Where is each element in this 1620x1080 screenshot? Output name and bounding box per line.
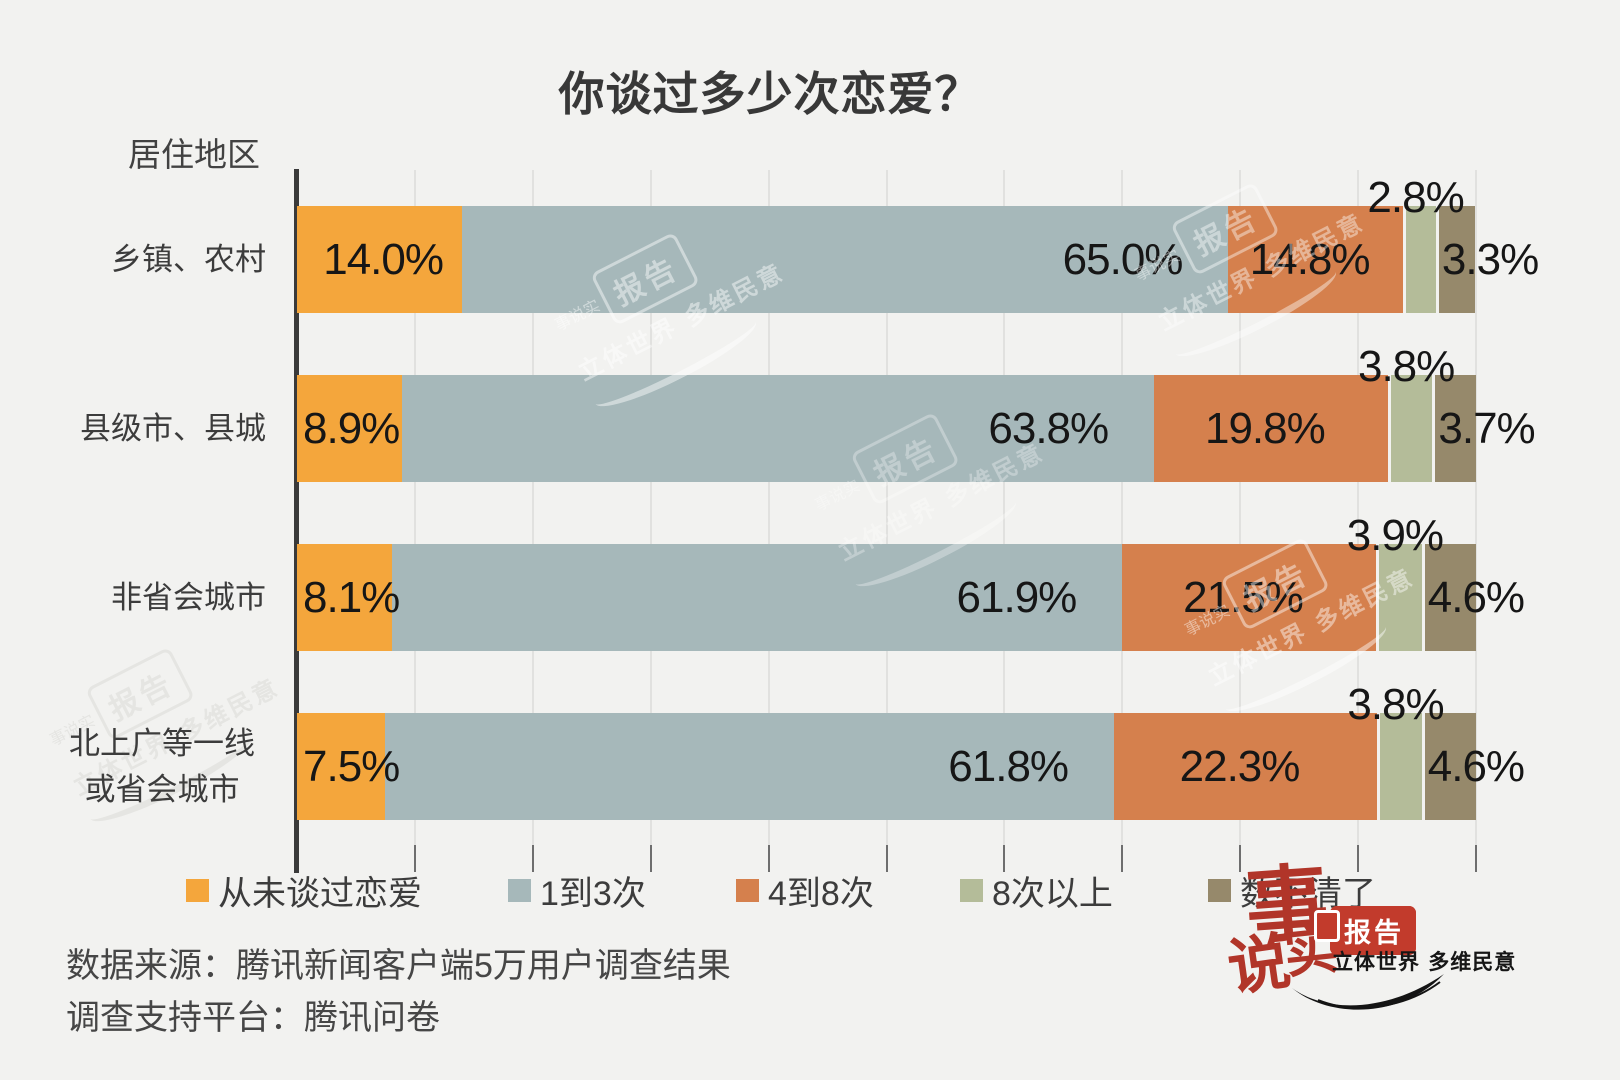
value-label: 63.8%	[988, 403, 1109, 453]
bar-segment-4	[1375, 544, 1422, 651]
value-label: 3.8%	[1347, 680, 1444, 729]
bar-segment-2	[385, 713, 1115, 820]
logo-char-shuo: 说	[1223, 924, 1295, 1005]
bar-segment-2	[392, 544, 1123, 651]
value-label: 14.8%	[1249, 234, 1371, 284]
axis-tick	[885, 845, 888, 872]
bar-segment-5	[1421, 713, 1476, 820]
bar-segment-5	[1421, 544, 1476, 651]
bar-row: 7.5% 61.8% 22.3% 3.8% 4.6%	[297, 683, 1525, 820]
legend-item: 1到3次	[508, 866, 646, 915]
bar-segment-1	[297, 713, 386, 820]
axis-tick	[767, 845, 770, 872]
value-label: 19.8%	[1204, 403, 1326, 453]
bar-segment-3	[1154, 375, 1388, 482]
bar-segment-3	[1114, 713, 1377, 820]
source-line-2: 调查支持平台：腾讯问卷	[66, 999, 440, 1037]
legend-item: 从未谈过恋爱	[186, 866, 422, 915]
gridline	[1357, 170, 1360, 845]
legend-item: 数不清了	[1208, 866, 1376, 915]
legend-item: 8次以上	[960, 866, 1113, 915]
brush-swoosh-icon	[1292, 974, 1444, 1010]
logo-char-shi2: 实	[1280, 916, 1342, 986]
bar-segment-1	[297, 375, 402, 482]
gridline	[1121, 170, 1124, 845]
bar-segment-4	[1387, 375, 1433, 482]
gridline	[1003, 170, 1006, 845]
bar-segment-3	[1122, 544, 1376, 651]
bar-segment-2	[462, 206, 1229, 313]
bar-segment-2	[401, 375, 1155, 482]
legend-label: 从未谈过恋爱	[218, 875, 422, 913]
logo-tagline: 立体世界 多维民意	[1332, 949, 1517, 974]
page-title: 你谈过多少次恋爱？	[558, 68, 982, 120]
legend-swatch	[508, 879, 531, 902]
axis-tick	[649, 845, 652, 872]
value-label: 7.5%	[303, 741, 400, 791]
category-label: 非省会城市	[111, 579, 266, 615]
legend-swatch	[960, 879, 983, 902]
bar-segment-5	[1432, 375, 1476, 482]
bar-segment-3	[1228, 206, 1403, 313]
axis-tick	[531, 845, 534, 872]
gridline	[767, 170, 770, 845]
gridline	[531, 170, 534, 845]
axis-tick	[413, 845, 416, 872]
value-label: 22.3%	[1179, 741, 1301, 791]
gridline	[1475, 170, 1477, 845]
legend-label: 4到8次	[768, 875, 874, 913]
axis-tick	[1239, 845, 1242, 872]
value-label: 21.5%	[1183, 572, 1304, 622]
legend-swatch	[186, 879, 209, 902]
axis-tick	[1357, 845, 1360, 872]
y-axis-line	[294, 169, 299, 873]
value-label: 3.3%	[1441, 234, 1539, 284]
category-label: 北上广等一线 或省会城市	[69, 725, 255, 807]
value-label: 61.8%	[948, 741, 1069, 791]
bar-segment-5	[1435, 206, 1475, 313]
category-label: 乡镇、农村	[111, 241, 266, 277]
source-line-1: 数据来源：腾讯新闻客户端5万用户调查结果	[66, 947, 731, 985]
gridline	[413, 170, 416, 845]
axis-tick	[1121, 845, 1124, 872]
value-label: 65.0%	[1062, 234, 1184, 284]
value-label: 3.8%	[1357, 342, 1455, 391]
value-label: 8.9%	[303, 403, 400, 453]
legend-swatch	[736, 879, 759, 902]
bar-segment-1	[297, 544, 393, 651]
value-label: 8.1%	[303, 572, 400, 622]
legend-label: 数不清了	[1240, 875, 1376, 913]
axis-tick	[1003, 845, 1006, 872]
bar-segment-4	[1376, 713, 1422, 820]
bar-row: 8.1% 61.9% 21.5% 3.9% 4.6%	[297, 514, 1525, 651]
value-label: 3.9%	[1346, 511, 1444, 560]
gridline	[1239, 170, 1242, 845]
gridline	[885, 170, 888, 845]
axis-tick	[1475, 845, 1477, 872]
value-label: 4.6%	[1427, 741, 1525, 791]
legend-label: 1到3次	[540, 875, 646, 913]
bar-segment-4	[1402, 206, 1436, 313]
value-label: 14.0%	[323, 234, 444, 284]
value-label: 61.9%	[956, 572, 1078, 622]
category-label: 县级市、县城	[80, 410, 266, 446]
bar-row: 14.0% 65.0% 14.8% 2.8% 3.3%	[297, 176, 1539, 313]
bar-row: 8.9% 63.8% 19.8% 3.8% 3.7%	[297, 345, 1536, 482]
value-label: 2.8%	[1367, 173, 1464, 222]
legend-item: 4到8次	[736, 866, 874, 915]
bar-segment-1	[297, 206, 463, 313]
legend-label: 8次以上	[992, 875, 1113, 913]
gridline	[649, 170, 652, 845]
value-label: 4.6%	[1427, 572, 1525, 622]
legend-swatch	[1208, 879, 1231, 902]
plot-area: 14.0% 65.0% 14.8% 2.8% 3.3% 8.9% 63.8% 19.8% 3.8…	[297, 170, 1539, 872]
value-label: 3.7%	[1438, 403, 1535, 453]
category-axis-label: 居住地区	[128, 136, 260, 173]
